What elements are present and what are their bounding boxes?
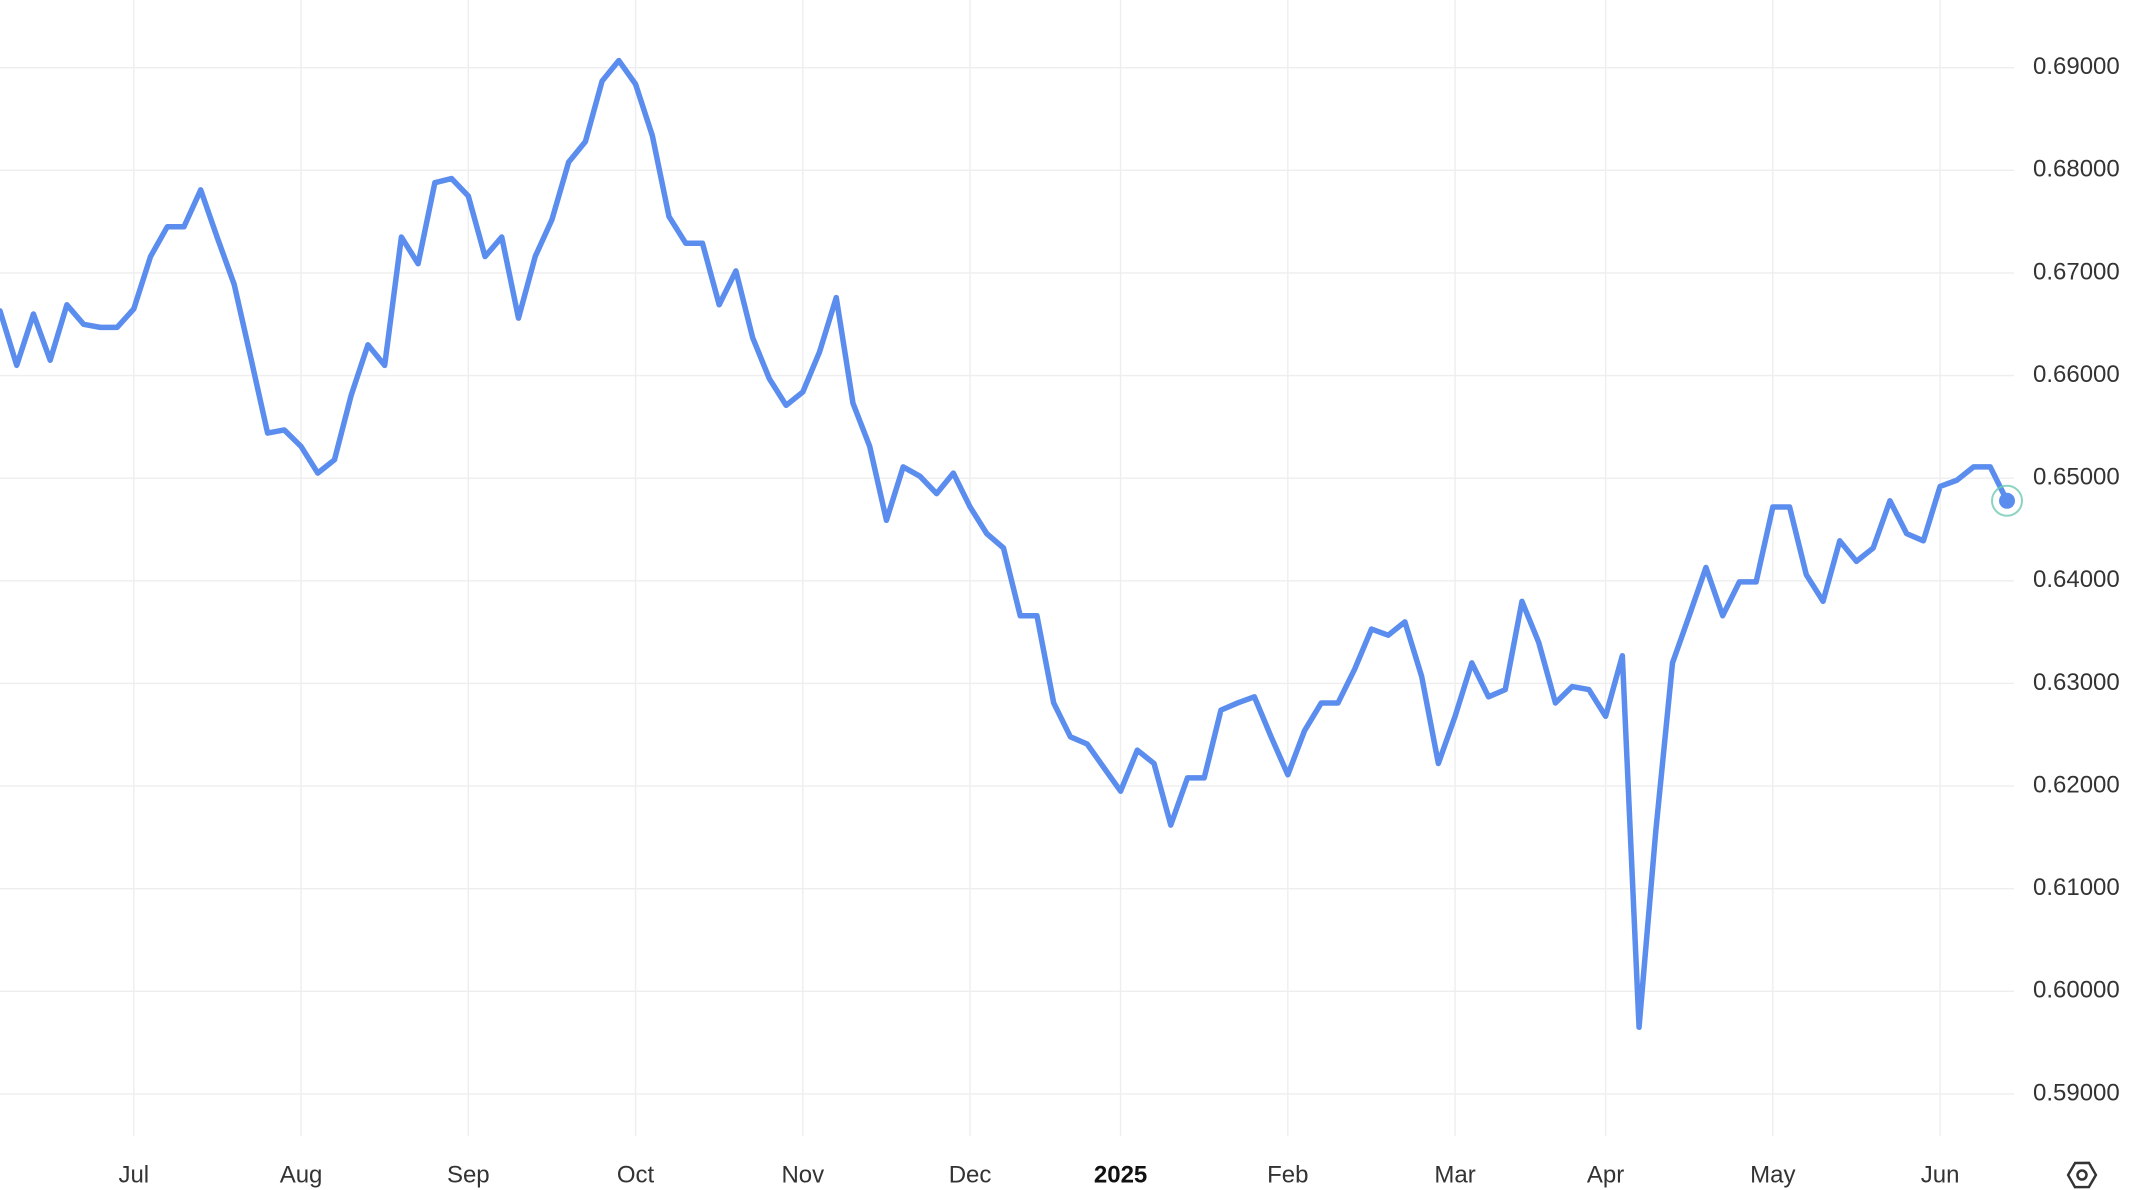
y-tick-label: 0.65000 <box>2033 464 2120 491</box>
price-line <box>0 57 2010 1030</box>
settings-icon[interactable] <box>2065 1157 2100 1190</box>
x-tick-label: Dec <box>949 1161 992 1188</box>
last-point <box>1999 492 2015 509</box>
y-tick-label: 0.67000 <box>2033 258 2120 285</box>
x-tick-label: Oct <box>617 1161 655 1188</box>
last-point-halo <box>1991 484 2023 517</box>
settings-dot <box>2076 1169 2088 1181</box>
grid-layer <box>0 0 2014 1136</box>
x-tick-label: Jul <box>118 1161 149 1188</box>
y-tick-label: 0.59000 <box>2033 1079 2120 1106</box>
x-tick-label: Jun <box>1921 1161 1960 1188</box>
x-tick-label: Aug <box>280 1161 323 1188</box>
y-tick-label: 0.66000 <box>2033 361 2120 388</box>
y-tick-label: 0.61000 <box>2033 874 2120 901</box>
y-tick-label: 0.62000 <box>2033 771 2120 798</box>
settings-hexagon <box>2066 1161 2098 1189</box>
y-tick-label: 0.68000 <box>2033 156 2120 183</box>
y-tick-label: 0.64000 <box>2033 566 2120 593</box>
x-tick-label: Sep <box>447 1161 490 1188</box>
x-tick-label: Feb <box>1267 1161 1308 1188</box>
x-tick-label: May <box>1750 1161 1795 1188</box>
x-tick-label: 2025 <box>1094 1161 1147 1188</box>
y-tick-label: 0.69000 <box>2033 53 2120 80</box>
y-tick-label: 0.60000 <box>2033 977 2120 1004</box>
y-tick-label: 0.63000 <box>2033 669 2120 696</box>
x-tick-label: Apr <box>1587 1161 1624 1188</box>
x-tick-label: Nov <box>781 1161 824 1188</box>
x-tick-label: Mar <box>1434 1161 1475 1188</box>
